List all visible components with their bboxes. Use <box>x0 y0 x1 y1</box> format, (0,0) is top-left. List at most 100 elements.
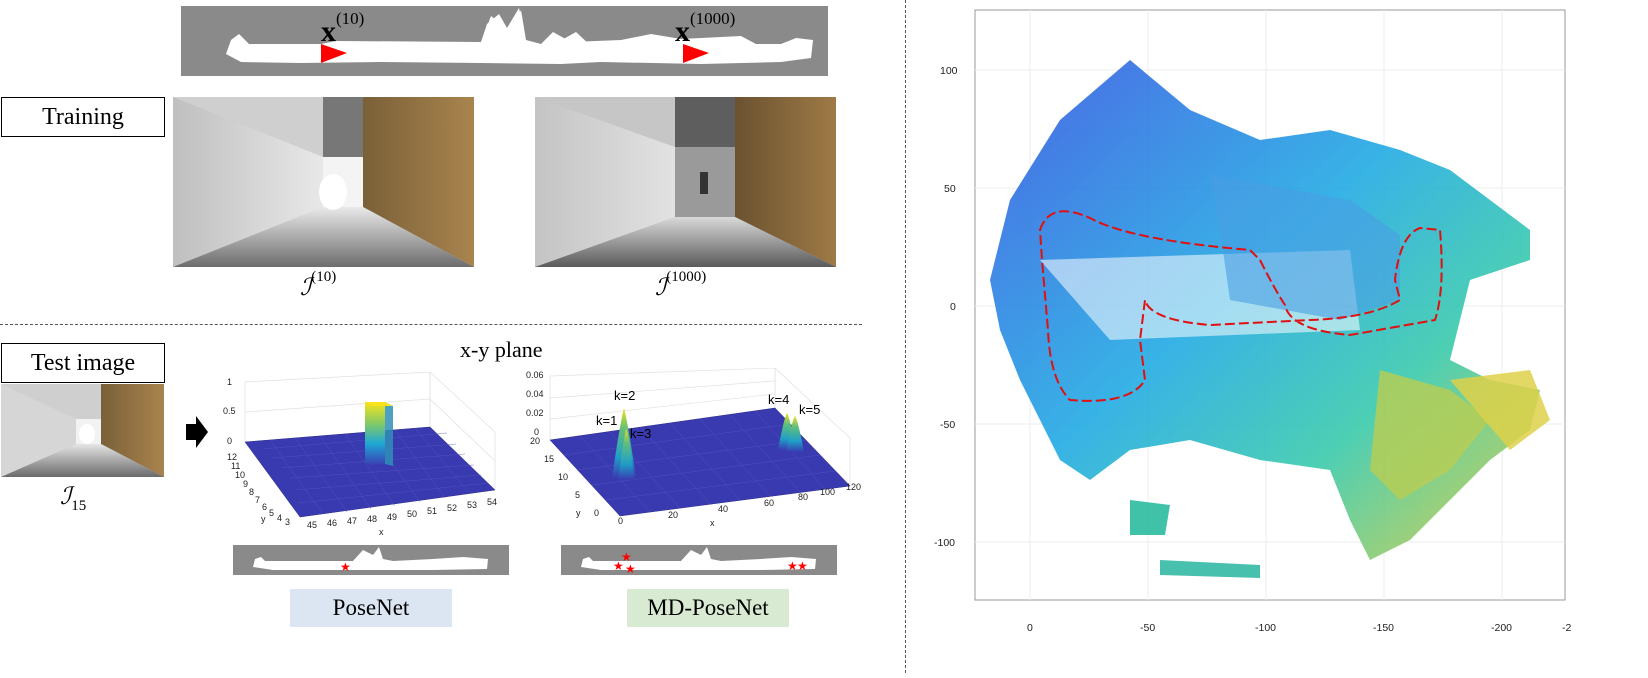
pc-x-tick: -50 <box>1140 622 1155 634</box>
k-label: k=2 <box>614 388 635 403</box>
posenet-y-tick: 6 <box>262 502 267 512</box>
test-image-label: Test image <box>1 343 165 383</box>
vertical-divider <box>905 0 906 673</box>
posenet-corridor-map: ★ <box>233 545 509 575</box>
caption-test-image: ℐ15 <box>60 482 86 515</box>
posenet-x-tick: 45 <box>307 520 317 530</box>
star-icon: ★ <box>625 562 636 575</box>
pc-x-tick: -150 <box>1373 622 1394 634</box>
md-z-tick: 0.06 <box>526 370 544 380</box>
pc-x-tick: -100 <box>1255 622 1276 634</box>
md-y-tick: 5 <box>575 490 580 500</box>
md-y-tick: 0 <box>594 508 599 518</box>
md-x-tick: 60 <box>764 498 774 508</box>
training-image-10 <box>173 97 474 267</box>
pointcloud-blobs <box>990 60 1550 578</box>
caption-test-sub: 15 <box>71 497 87 514</box>
md-x-tick: 20 <box>668 510 678 520</box>
md-z-tick: 0.02 <box>526 408 544 418</box>
md-z-tick: 0 <box>534 427 539 437</box>
horizontal-divider <box>0 324 862 325</box>
pc-x-tick: 0 <box>1027 622 1033 634</box>
md-x-tick: 120 <box>846 482 861 492</box>
posenet-x-tick: 49 <box>387 512 397 522</box>
training-image-1000 <box>535 97 836 267</box>
posenet-y-tick: 10 <box>235 470 245 480</box>
caption-image-1000-symbol: ℐ <box>655 275 667 301</box>
posenet-y-tick: 11 <box>231 461 240 471</box>
posenet-x-tick: 54 <box>487 497 497 507</box>
md-x-tick: 80 <box>798 492 808 502</box>
training-label: Training <box>1 97 165 137</box>
plot-title: x-y plane <box>460 337 543 362</box>
pc-y-tick: 0 <box>950 301 956 313</box>
posenet-z-tick: 1 <box>227 377 232 387</box>
star-icon: ★ <box>613 559 624 573</box>
marker-a-x: x <box>321 15 336 48</box>
caption-image-1000: ℐ(1000) <box>655 269 706 302</box>
k-label: k=3 <box>630 426 651 441</box>
posenet-x-tick: 52 <box>447 503 457 513</box>
corridor-shape <box>226 10 813 64</box>
posenet-x-tick: 48 <box>367 514 377 524</box>
arrow-right-icon <box>186 416 208 448</box>
md-x-tick: 40 <box>718 504 728 514</box>
posenet-y-tick: 8 <box>249 487 254 497</box>
pointcloud-plot: 100 50 0 -50 -100 0 -50 -100 -150 -200 -… <box>930 0 1648 673</box>
star-icon: ★ <box>621 550 632 564</box>
pc-y-tick: 100 <box>940 65 958 77</box>
top-corridor-map <box>181 6 828 76</box>
star-icon: ★ <box>340 560 351 574</box>
caption-image-10-sup: (10) <box>311 269 337 285</box>
posenet-z-tick: 0.5 <box>223 406 236 416</box>
pc-x-tick: -200 <box>1491 622 1512 634</box>
star-icon: ★ <box>787 559 798 573</box>
marker-arrow-b <box>683 44 709 63</box>
md-y-label: y <box>576 508 581 518</box>
marker-arrow-a <box>321 44 347 63</box>
marker-a-label: x(10) <box>321 9 365 48</box>
mdposenet-3d-plot: k=2 k=1 k=3 k=4 k=5 0.06 0.04 0.02 0 20 … <box>526 368 861 528</box>
k-label: k=4 <box>768 392 789 407</box>
posenet-z-tick: 0 <box>227 436 232 446</box>
mdposenet-corridor-map: ★ ★ ★ ★ ★ <box>561 545 837 575</box>
posenet-x-tick: 50 <box>407 509 417 519</box>
pc-y-tick: -50 <box>940 419 955 431</box>
posenet-label: PoseNet <box>290 589 452 627</box>
md-y-tick: 10 <box>558 472 568 482</box>
mdposenet-label: MD-PoseNet <box>627 589 789 627</box>
pc-y-tick: 50 <box>944 183 956 195</box>
posenet-x-tick: 46 <box>327 518 337 528</box>
md-y-tick: 15 <box>544 454 554 464</box>
posenet-y-tick: 12 <box>227 452 237 462</box>
k-label: k=5 <box>799 402 820 417</box>
posenet-y-tick: 5 <box>269 508 274 518</box>
posenet-y-tick: 9 <box>243 479 248 489</box>
md-x-tick: 0 <box>618 516 623 526</box>
pc-y-tick: -100 <box>934 537 955 549</box>
trajectory-path <box>1038 210 1443 402</box>
caption-image-1000-sup: (1000) <box>666 269 707 285</box>
marker-a-sup: (10) <box>336 9 365 28</box>
posenet-y-tick: 3 <box>285 517 290 527</box>
posenet-y-label: y <box>261 514 266 524</box>
test-image <box>1 384 164 477</box>
caption-image-10-symbol: ℐ <box>300 275 312 301</box>
marker-b-sup: (1000) <box>690 9 736 28</box>
posenet-y-tick: 4 <box>277 513 282 523</box>
caption-test-symbol: ℐ <box>60 484 72 510</box>
star-icon: ★ <box>797 559 808 573</box>
marker-b-label: x(1000) <box>675 9 736 47</box>
md-y-tick: 20 <box>530 436 540 446</box>
md-x-label: x <box>710 518 715 528</box>
md-z-tick: 0.04 <box>526 389 544 399</box>
posenet-x-tick: 53 <box>467 500 477 510</box>
posenet-3d-plot: 1 0.5 0 12 11 10 9 8 7 6 5 4 3 y 45 46 4… <box>223 372 497 537</box>
posenet-y-tick: 7 <box>255 495 260 505</box>
pc-x-tick: -2 <box>1562 622 1571 634</box>
posenet-x-tick: 51 <box>427 506 437 516</box>
md-x-tick: 100 <box>820 487 835 497</box>
posenet-x-label: x <box>379 527 384 537</box>
posenet-x-tick: 47 <box>347 516 357 526</box>
caption-image-10: ℐ(10) <box>300 269 336 302</box>
